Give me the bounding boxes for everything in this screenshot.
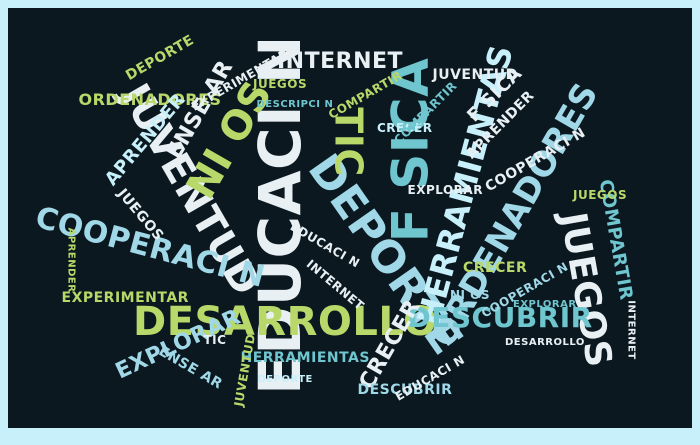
cloud-word: CRECER [377,121,433,135]
cloud-word: JUEGOS [253,77,308,91]
cloud-word: DESCUBRIR [407,301,593,334]
cloud-word: ORDENADORES [78,90,222,109]
cloud-word: JUVENTUD [432,67,518,83]
cloud-word: TIC [203,333,227,347]
cloud-word: NI OS [450,288,491,302]
cloud-word: DESARROLLO [505,337,585,348]
torn-edge-bottom-left [0,428,130,445]
cloud-word: INTERNET [277,49,404,74]
cloud-word: INTERNET [625,300,637,360]
cloud-word: HERRAMIENTAS [240,350,370,366]
cloud-word: DEPORTE [123,32,198,84]
cloud-word: EXPLORAR [513,299,577,310]
cloud-word: DESARROLLO [133,299,438,345]
torn-edge-bottom-right [590,428,700,445]
cloud-word: CRECER [463,260,528,276]
cloud-word: DEPORTE [257,374,313,385]
word-cloud: EDUCACI N DEPORTE F SICA DESARROLLO JUVENTUD… [8,8,692,428]
cloud-word: APRENDER [64,227,76,293]
cloud-word: DESCUBRIR [357,382,453,398]
cloud-word: EXPERIMENTAR [61,290,189,306]
cloud-word: DESCRIPCI N [256,99,334,110]
cloud-word: EXPLORAR [407,183,483,197]
cloud-word: JUEGOS [573,188,628,202]
